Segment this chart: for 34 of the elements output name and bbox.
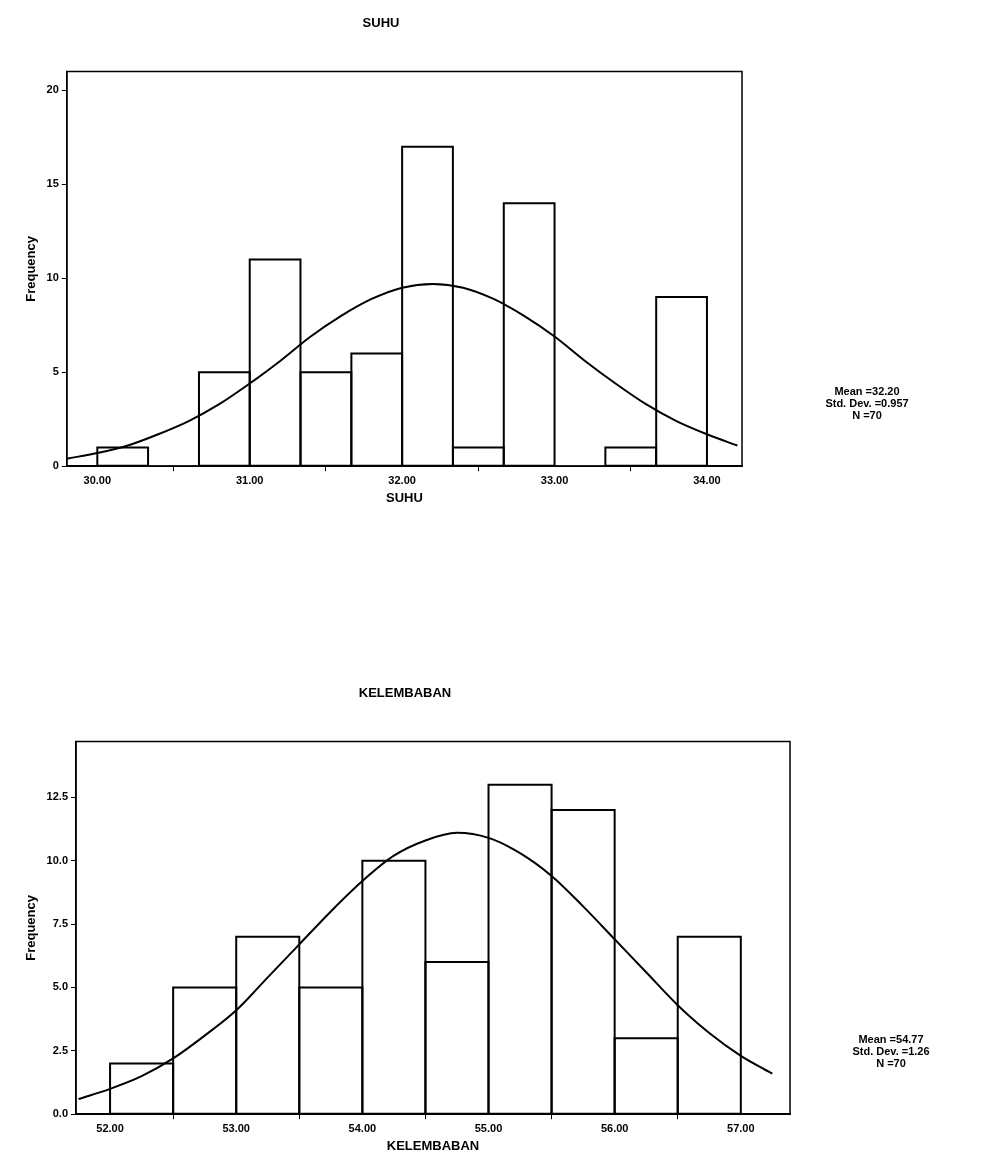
- y-tick-label: 5: [52, 365, 59, 378]
- x-axis-title: SUHU: [386, 489, 423, 505]
- text: Mean =32.20: [834, 385, 900, 398]
- x-tick-label: 52.00: [96, 1121, 124, 1134]
- x-tick-label: 55.00: [474, 1121, 503, 1134]
- x-tick-label: 53.00: [222, 1121, 250, 1134]
- x-tick-label: 31.00: [235, 473, 264, 486]
- y-tick-label: 20: [46, 83, 59, 96]
- chart-title: SUHU: [362, 15, 400, 31]
- y-axis-title: Frequency: [23, 235, 39, 302]
- text: N =70: [852, 409, 882, 422]
- y-tick-label: 15: [46, 177, 59, 190]
- x-tick-label: 30.00: [83, 473, 112, 486]
- y-tick-label: 0: [52, 459, 59, 472]
- x-tick-label: 57.00: [727, 1121, 755, 1134]
- y-tick-label: 12.5: [46, 790, 69, 803]
- y-tick-label: 7.5: [52, 917, 69, 930]
- x-tick-label: 54.00: [348, 1121, 377, 1134]
- x-tick-label: 32.00: [388, 473, 416, 486]
- x-tick-label: 56.00: [600, 1121, 629, 1134]
- x-tick-label: 33.00: [540, 473, 569, 486]
- text: N =70: [876, 1057, 906, 1070]
- x-tick-label: 34.00: [693, 473, 721, 486]
- y-axis-title: Frequency: [23, 894, 39, 961]
- y-tick-label: 5.0: [52, 980, 69, 993]
- text: Std. Dev. =1.26: [852, 1045, 930, 1058]
- text: Mean =54.77: [858, 1033, 924, 1046]
- text: Std. Dev. =0.957: [825, 397, 909, 410]
- y-tick-label: 2.5: [52, 1043, 69, 1056]
- chart-title: KELEMBABAN: [358, 685, 452, 701]
- y-tick-label: 10: [46, 271, 59, 284]
- y-tick-label: 10.0: [46, 853, 69, 866]
- y-tick-label: 0.0: [52, 1107, 69, 1120]
- x-axis-title: KELEMBABAN: [386, 1137, 480, 1153]
